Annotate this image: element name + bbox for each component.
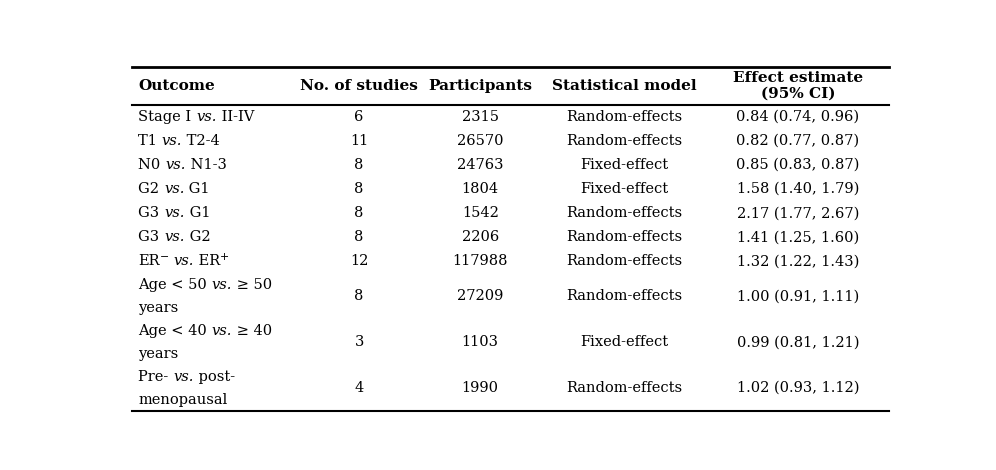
Text: G1: G1 [184, 206, 210, 220]
Text: 2315: 2315 [462, 110, 499, 124]
Text: menopausal: menopausal [138, 392, 228, 407]
Text: Random-effects: Random-effects [566, 290, 682, 304]
Text: 1103: 1103 [462, 335, 499, 349]
Text: Fixed-effect: Fixed-effect [580, 158, 668, 172]
Text: ER: ER [138, 254, 160, 268]
Text: T1: T1 [138, 134, 162, 148]
Text: 1542: 1542 [462, 206, 499, 220]
Text: G1: G1 [184, 182, 210, 196]
Text: 8: 8 [355, 230, 364, 244]
Text: 8: 8 [355, 158, 364, 172]
Text: N1-3: N1-3 [185, 158, 226, 172]
Text: 3: 3 [355, 335, 364, 349]
Text: Random-effects: Random-effects [566, 206, 682, 220]
Text: Random-effects: Random-effects [566, 254, 682, 268]
Text: 0.84 (0.74, 0.96): 0.84 (0.74, 0.96) [736, 110, 860, 124]
Text: 8: 8 [355, 290, 364, 304]
Text: 12: 12 [350, 254, 369, 268]
Text: N0: N0 [138, 158, 165, 172]
Text: vs.: vs. [173, 370, 193, 384]
Text: G2: G2 [184, 230, 210, 244]
Text: 1.02 (0.93, 1.12): 1.02 (0.93, 1.12) [737, 381, 860, 395]
Text: 0.85 (0.83, 0.87): 0.85 (0.83, 0.87) [736, 158, 860, 172]
Text: No. of studies: No. of studies [300, 79, 418, 93]
Text: 8: 8 [355, 206, 364, 220]
Text: Statistical model: Statistical model [552, 79, 696, 93]
Text: Pre-: Pre- [138, 370, 173, 384]
Text: Random-effects: Random-effects [566, 381, 682, 395]
Text: vs.: vs. [173, 254, 194, 268]
Text: 1804: 1804 [461, 182, 499, 196]
Text: vs.: vs. [164, 206, 184, 220]
Text: 1.32 (1.22, 1.43): 1.32 (1.22, 1.43) [737, 254, 860, 268]
Text: 1.41 (1.25, 1.60): 1.41 (1.25, 1.60) [737, 230, 859, 244]
Text: T2-4: T2-4 [182, 134, 220, 148]
Text: years: years [138, 347, 178, 361]
Text: Stage I: Stage I [138, 110, 196, 124]
Text: Age < 50: Age < 50 [138, 278, 212, 292]
Text: 1.58 (1.40, 1.79): 1.58 (1.40, 1.79) [737, 182, 860, 196]
Text: ≥ 40: ≥ 40 [232, 324, 272, 338]
Text: vs.: vs. [164, 182, 184, 196]
Text: Fixed-effect: Fixed-effect [580, 182, 668, 196]
Text: Fixed-effect: Fixed-effect [580, 335, 668, 349]
Text: Random-effects: Random-effects [566, 230, 682, 244]
Text: 6: 6 [355, 110, 364, 124]
Text: vs.: vs. [196, 110, 216, 124]
Text: Outcome: Outcome [138, 79, 215, 93]
Text: 8: 8 [355, 182, 364, 196]
Text: 26570: 26570 [457, 134, 503, 148]
Text: post-: post- [193, 370, 235, 384]
Text: G3: G3 [138, 230, 164, 244]
Text: 24763: 24763 [457, 158, 503, 172]
Text: 1990: 1990 [462, 381, 499, 395]
Text: 0.82 (0.77, 0.87): 0.82 (0.77, 0.87) [736, 134, 860, 148]
Text: ≥ 50: ≥ 50 [232, 278, 272, 292]
Text: Participants: Participants [428, 79, 532, 93]
Text: 0.99 (0.81, 1.21): 0.99 (0.81, 1.21) [737, 335, 860, 349]
Text: G2: G2 [138, 182, 164, 196]
Text: vs.: vs. [164, 230, 184, 244]
Text: vs.: vs. [165, 158, 185, 172]
Text: 2.17 (1.77, 2.67): 2.17 (1.77, 2.67) [737, 206, 860, 220]
Text: 1.00 (0.91, 1.11): 1.00 (0.91, 1.11) [737, 290, 859, 304]
Text: vs.: vs. [162, 134, 182, 148]
Text: ER: ER [194, 254, 220, 268]
Text: vs.: vs. [212, 278, 232, 292]
Text: +: + [220, 252, 229, 262]
Text: Effect estimate
(95% CI): Effect estimate (95% CI) [733, 71, 863, 101]
Text: 11: 11 [350, 134, 369, 148]
Text: 117988: 117988 [452, 254, 508, 268]
Text: G3: G3 [138, 206, 164, 220]
Text: 2206: 2206 [461, 230, 499, 244]
Text: years: years [138, 301, 178, 315]
Text: −: − [160, 252, 169, 262]
Text: Age < 40: Age < 40 [138, 324, 212, 338]
Text: Random-effects: Random-effects [566, 110, 682, 124]
Text: II-IV: II-IV [216, 110, 254, 124]
Text: Random-effects: Random-effects [566, 134, 682, 148]
Text: vs.: vs. [212, 324, 232, 338]
Text: 4: 4 [355, 381, 364, 395]
Text: 27209: 27209 [457, 290, 503, 304]
